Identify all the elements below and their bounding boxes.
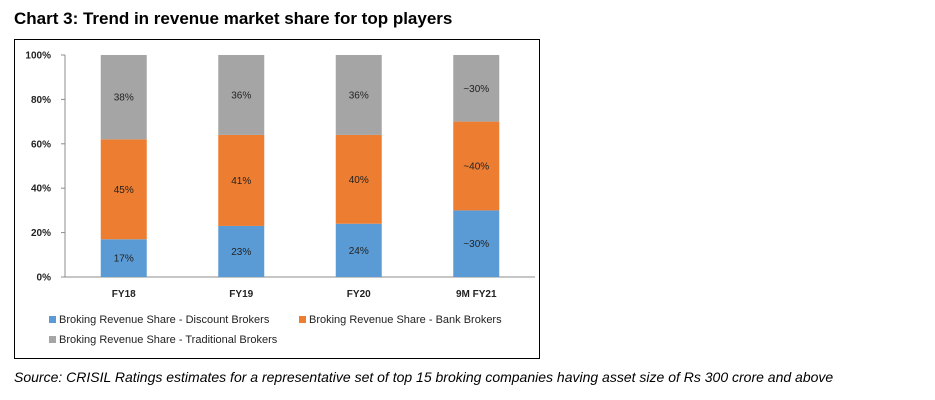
data-label: 23% [231, 247, 251, 258]
x-tick-label: FY19 [229, 289, 253, 300]
bar-segment-fy18-traditional-brokers [100, 55, 147, 140]
bar-segment-fy20-traditional-brokers [335, 55, 382, 135]
bar-segment-fy18-bank-brokers [100, 139, 147, 240]
y-tick-label: 100% [25, 51, 51, 62]
data-label: ~30% [463, 239, 489, 250]
chart-title: Chart 3: Trend in revenue market share f… [14, 9, 453, 28]
bar-segment-fy19-bank-brokers [218, 134, 265, 226]
bar-segment-fy19-discount-brokers [218, 225, 265, 277]
legend-item-bank-brokers: Broking Revenue Share - Bank Brokers [299, 314, 502, 326]
legend-label-bank-brokers: Broking Revenue Share - Bank Brokers [309, 314, 502, 326]
data-label: 38% [114, 93, 134, 104]
bar-segment-fy20-bank-brokers [335, 134, 382, 224]
data-label: 45% [114, 185, 134, 196]
x-tick-label: FY20 [347, 289, 371, 300]
data-label: 36% [231, 90, 251, 101]
data-label: 40% [349, 175, 369, 186]
legend-label-discount-brokers: Broking Revenue Share - Discount Brokers [59, 314, 270, 326]
legend-item-discount-brokers: Broking Revenue Share - Discount Brokers [49, 314, 269, 326]
legend-label-traditional-brokers: Broking Revenue Share - Traditional Brok… [59, 334, 278, 346]
bar-segment-fy18-discount-brokers [100, 239, 147, 277]
data-label: 17% [114, 254, 134, 265]
chart-frame: 0% 20% 40% 60% 80% 100% 17% 45% 38% FY18 23% 41% 36%… [14, 39, 540, 359]
bar-segment-fy19-traditional-brokers [218, 55, 265, 135]
data-label: ~30% [463, 84, 489, 95]
y-tick-label: 0% [37, 273, 52, 284]
legend-item-traditional-brokers: Broking Revenue Share - Traditional Brok… [49, 334, 277, 346]
bar-segment-fy20-discount-brokers [335, 223, 382, 277]
y-tick-label: 20% [31, 228, 51, 239]
y-tick-label: 40% [31, 184, 51, 195]
legend-swatch-bank-brokers [299, 316, 306, 323]
data-label: 36% [349, 90, 369, 101]
data-label: ~40% [463, 162, 489, 173]
x-tick-label: FY18 [112, 289, 136, 300]
stacked-bar-chart: 0% 20% 40% 60% 80% 100% 17% 45% 38% FY18 23% 41% 36%… [25, 51, 535, 300]
bar-segment-9m-fy21-bank-brokers [453, 121, 500, 211]
bar-segment-9m-fy21-discount-brokers [453, 210, 500, 277]
y-tick-label: 60% [31, 139, 51, 150]
bar-segment-9m-fy21-traditional-brokers [453, 55, 500, 122]
x-tick-label: 9M FY21 [456, 289, 497, 300]
data-label: 24% [349, 246, 369, 257]
legend-swatch-discount-brokers [49, 316, 56, 323]
source-note: Source: CRISIL Ratings estimates for a r… [14, 369, 834, 385]
y-tick-label: 80% [31, 95, 51, 106]
data-label: 41% [231, 176, 251, 187]
legend-swatch-traditional-brokers [49, 336, 56, 343]
